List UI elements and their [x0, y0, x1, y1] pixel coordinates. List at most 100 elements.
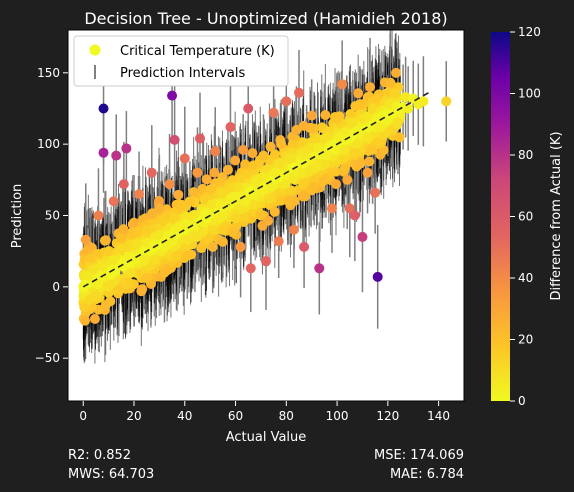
data-point — [357, 231, 368, 242]
data-point — [243, 103, 254, 114]
data-point — [370, 93, 381, 104]
data-point — [230, 213, 241, 224]
data-point — [268, 107, 279, 118]
data-point — [238, 144, 249, 155]
data-point — [159, 267, 170, 278]
data-point — [108, 255, 119, 266]
data-point — [81, 245, 92, 256]
data-point — [164, 179, 175, 190]
data-point — [352, 139, 363, 150]
x-tick-label: 80 — [279, 409, 294, 423]
data-point — [188, 187, 199, 198]
data-point — [214, 213, 225, 224]
data-point — [123, 277, 134, 288]
data-point — [257, 220, 268, 231]
data-point — [286, 185, 297, 196]
data-point — [201, 174, 212, 185]
data-point — [173, 189, 184, 200]
x-axis-label: Actual Value — [226, 430, 307, 442]
scatter-points — [79, 77, 452, 291]
legend-label-prediction-intervals: Prediction Intervals — [120, 66, 245, 81]
data-point — [200, 210, 211, 221]
data-point — [286, 153, 297, 164]
data-point — [222, 164, 233, 175]
data-point — [103, 280, 114, 291]
data-point — [362, 167, 373, 178]
data-point — [103, 246, 114, 257]
data-point — [233, 181, 244, 192]
data-point — [344, 203, 355, 214]
data-point — [125, 268, 136, 279]
colorbar-tick-label: 40 — [518, 271, 533, 285]
data-point — [385, 77, 396, 88]
data-point — [129, 217, 139, 228]
data-point — [294, 87, 304, 98]
y-axis: −50 0 50 100 150 — [35, 66, 68, 365]
data-point — [306, 110, 317, 121]
data-point — [141, 224, 152, 235]
data-point — [184, 196, 195, 207]
data-point — [114, 284, 125, 295]
data-point — [403, 103, 414, 114]
data-point — [367, 103, 378, 114]
colorbar-ticks: 0 20 40 60 80 100 120 — [510, 25, 541, 408]
data-point — [259, 165, 270, 176]
data-point — [179, 153, 190, 164]
data-point — [118, 179, 129, 190]
data-point — [157, 216, 168, 227]
x-tick-label: 120 — [376, 409, 399, 423]
data-point — [189, 231, 200, 242]
data-point — [108, 196, 119, 207]
x-axis: 0 20 40 60 80 100 120 140 — [79, 401, 450, 423]
data-point — [205, 184, 216, 195]
y-axis-label: Prediction — [10, 184, 25, 249]
data-point — [319, 133, 330, 144]
data-point — [287, 139, 298, 150]
data-point — [281, 96, 292, 107]
data-point — [89, 313, 100, 324]
data-point — [217, 224, 228, 235]
data-point — [197, 183, 208, 194]
colorbar: 0 20 40 60 80 100 120 Difference from Actual (… — [491, 25, 564, 408]
legend-label-critical-temperature: Critical Temperature (K) — [120, 44, 275, 59]
colorbar-label: Difference from Actual (K) — [549, 131, 564, 300]
data-point — [248, 199, 259, 210]
data-point — [85, 253, 96, 264]
plot-layer — [78, 30, 452, 364]
x-tick-label: 60 — [228, 409, 243, 423]
data-point — [240, 196, 251, 207]
data-point — [235, 241, 246, 252]
data-point — [349, 148, 360, 159]
data-point — [337, 79, 348, 90]
data-point — [169, 134, 180, 145]
data-point — [258, 150, 269, 161]
data-point — [79, 315, 90, 326]
data-point — [263, 193, 274, 204]
data-point — [298, 179, 309, 190]
data-point — [345, 108, 356, 119]
colorbar-tick-label: 80 — [518, 148, 533, 162]
data-point — [79, 302, 90, 313]
data-point — [418, 96, 429, 107]
colorbar-tick-label: 120 — [518, 25, 541, 39]
data-point — [274, 158, 285, 169]
data-point — [362, 132, 373, 143]
data-point — [230, 155, 241, 166]
data-point — [314, 263, 325, 274]
metric-mws: MWS: 64.703 — [68, 467, 155, 482]
y-tick-label: 100 — [37, 137, 60, 151]
data-point — [205, 232, 216, 243]
data-point — [161, 240, 172, 251]
colorbar-tick-label: 0 — [518, 394, 526, 408]
data-point — [365, 82, 376, 93]
x-tick-label: 0 — [79, 409, 87, 423]
data-point — [147, 208, 158, 219]
chart-svg: Decision Tree - Unoptimized (Hamidieh 20… — [10, 9, 564, 442]
data-point — [137, 284, 148, 295]
data-point — [364, 156, 375, 167]
data-point — [301, 144, 312, 155]
data-point — [270, 149, 281, 160]
data-point — [154, 203, 165, 214]
data-point — [269, 206, 280, 217]
